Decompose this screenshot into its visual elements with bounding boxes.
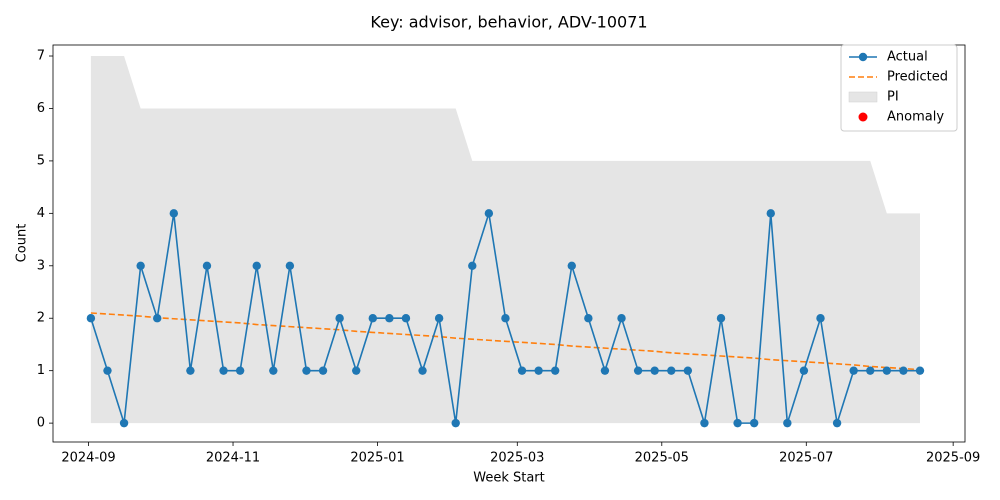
series-line	[90, 312, 921, 371]
data-point	[385, 314, 394, 323]
data-point	[451, 418, 460, 428]
x-tick-label: 2025-09	[926, 451, 980, 466]
data-point	[733, 418, 742, 428]
data-point	[119, 418, 129, 428]
data-point	[633, 366, 643, 375]
x-tick-label: 2024-11	[206, 451, 260, 466]
data-point	[219, 366, 228, 375]
data-point	[749, 418, 759, 428]
data-point	[550, 366, 560, 375]
data-point	[915, 366, 925, 375]
data-point	[418, 366, 427, 375]
data-point	[849, 366, 858, 375]
data-point	[534, 366, 543, 375]
y-tick-label: 0	[37, 416, 45, 431]
y-tick-label: 3	[37, 258, 45, 273]
y-tick-label: 6	[37, 101, 45, 116]
data-point	[468, 261, 477, 270]
legend-label: Actual	[887, 50, 928, 65]
x-tick-label: 2025-03	[490, 451, 544, 466]
data-point	[252, 261, 261, 270]
legend-label: PI	[887, 90, 899, 105]
data-point	[368, 314, 377, 323]
legend-swatch	[848, 91, 878, 103]
data-point	[153, 314, 162, 323]
y-tick-label: 5	[37, 153, 45, 168]
y-axis-label: Count	[15, 224, 30, 263]
data-point	[235, 366, 245, 375]
data-point	[816, 314, 825, 323]
data-point	[285, 261, 295, 270]
data-point	[766, 209, 775, 218]
data-point	[567, 261, 576, 270]
data-point	[882, 366, 892, 375]
data-point	[517, 366, 527, 375]
data-point	[302, 366, 311, 375]
data-point	[401, 314, 411, 323]
y-tick-label: 1	[37, 363, 45, 378]
data-point	[799, 366, 809, 375]
data-point	[202, 261, 212, 270]
y-tick-label: 4	[37, 206, 45, 221]
legend-box	[840, 44, 958, 132]
data-point	[169, 209, 179, 218]
y-tick-label: 7	[37, 49, 45, 64]
data-point	[600, 366, 610, 375]
prediction-interval	[90, 56, 920, 424]
data-point	[136, 261, 145, 270]
data-point	[667, 366, 676, 375]
data-point	[899, 366, 908, 375]
legend-swatch	[858, 52, 868, 62]
legend: Actual Predicted PI Anomaly	[840, 44, 958, 132]
data-point	[866, 366, 875, 375]
data-point	[650, 366, 659, 375]
x-tick-label: 2025-07	[779, 451, 833, 466]
y-tick-label: 2	[37, 311, 45, 326]
data-point	[335, 314, 344, 323]
data-point	[86, 314, 96, 323]
data-point	[269, 366, 278, 375]
data-point	[434, 314, 444, 323]
x-axis-label: Week Start	[473, 471, 545, 486]
data-point	[352, 366, 361, 375]
data-point	[783, 418, 792, 428]
data-point	[103, 366, 112, 375]
data-point	[716, 314, 726, 323]
x-tick-label: 2025-01	[350, 451, 404, 466]
data-point	[617, 314, 626, 323]
data-point	[832, 418, 842, 428]
data-point	[186, 366, 195, 375]
chart-title: Key: advisor, behavior, ADV-10071	[370, 13, 647, 32]
x-tick-label: 2024-09	[61, 451, 115, 466]
data-point	[318, 366, 328, 375]
data-point	[683, 366, 693, 375]
data-point	[700, 418, 709, 428]
legend-label: Anomaly	[887, 110, 944, 125]
legend-swatch	[858, 112, 868, 122]
x-tick-label: 2025-05	[635, 451, 689, 466]
legend-label: Predicted	[887, 70, 948, 85]
data-point	[501, 314, 510, 323]
data-point	[584, 314, 593, 323]
plot-frame	[52, 44, 966, 443]
data-point	[484, 209, 494, 218]
